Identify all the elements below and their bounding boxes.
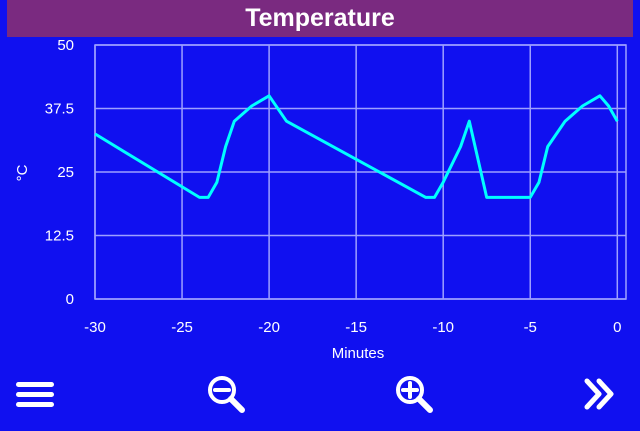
- chart-panel: [7, 37, 633, 431]
- y-tick-label: 12.5: [45, 228, 74, 245]
- x-tick-label: -15: [345, 319, 367, 336]
- y-tick-label: 50: [57, 37, 74, 54]
- zoom-out-icon: [208, 376, 245, 413]
- y-axis-label: °C: [14, 164, 31, 181]
- zoom-in-icon: [396, 376, 433, 413]
- zoom-out-button[interactable]: [205, 372, 249, 416]
- menu-button[interactable]: [13, 372, 57, 416]
- x-tick-label: -20: [258, 319, 280, 336]
- x-tick-label: -5: [524, 319, 537, 336]
- x-tick-label: 0: [613, 319, 621, 336]
- x-axis-label: Minutes: [332, 345, 385, 362]
- chart-grid: [94, 44, 627, 300]
- series-group: [94, 94, 619, 199]
- next-button[interactable]: [580, 372, 624, 416]
- window-title: Temperature: [7, 0, 633, 37]
- x-tick-label: -10: [432, 319, 454, 336]
- y-tick-label: 0: [66, 291, 74, 308]
- zoom-in-button[interactable]: [393, 372, 437, 416]
- hamburger-menu-icon: [16, 382, 54, 407]
- x-tick-label: -30: [84, 319, 106, 336]
- temperature-series-line: [94, 94, 619, 199]
- y-tick-label: 25: [57, 164, 74, 181]
- y-tick-label: 37.5: [45, 101, 74, 118]
- double-chevron-right-icon: [584, 378, 614, 410]
- x-tick-label: -25: [171, 319, 193, 336]
- tick-labels: -30 -25 -20 -15 -10 -5 0 0 12.5 25 37.5 50: [45, 37, 622, 336]
